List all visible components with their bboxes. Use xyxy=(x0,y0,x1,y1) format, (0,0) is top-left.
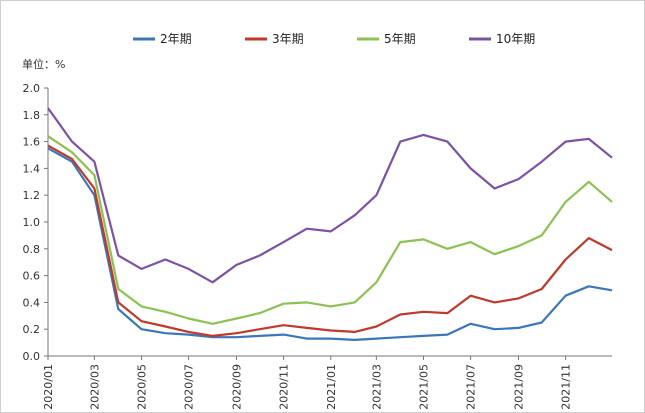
x-tick-label: 2021/11 xyxy=(560,364,573,410)
y-axis: 0.0 0.2 0.4 0.6 0.8 1.0 1.2 1.4 1.6 1.8 2.0 xyxy=(23,82,49,363)
y-tick-label: 0.0 xyxy=(23,350,41,363)
legend-label: 5年期 xyxy=(384,32,416,46)
x-tick-label: 2020/07 xyxy=(183,364,196,410)
x-tick-label: 2020/03 xyxy=(88,364,101,410)
legend-label: 2年期 xyxy=(160,32,192,46)
y-tick-label: 1.6 xyxy=(23,136,41,149)
x-tick-label: 2021/09 xyxy=(513,364,526,410)
x-tick-label: 2021/01 xyxy=(325,364,338,410)
y-tick-label: 1.4 xyxy=(23,162,41,175)
x-tick-label: 2020/01 xyxy=(42,364,55,410)
unit-label: 单位：% xyxy=(22,57,65,71)
y-tick-label: 0.6 xyxy=(23,270,41,283)
y-tick-label: 0.2 xyxy=(23,323,41,336)
legend: 2年期 3年期 5年期 10年期 xyxy=(133,32,535,46)
x-tick-label: 2020/09 xyxy=(231,364,244,410)
series-line-3 xyxy=(47,135,613,325)
x-axis: 2020/01 2020/03 2020/05 2020/07 2020/09 2020/… xyxy=(42,355,612,410)
series-line-2 xyxy=(47,144,613,337)
y-tick-label: 2.0 xyxy=(23,82,41,95)
x-tick-label: 2020/05 xyxy=(135,364,148,410)
series-line-4 xyxy=(47,107,613,284)
series-line-1 xyxy=(47,147,613,341)
x-tick-label: 2020/11 xyxy=(278,364,291,410)
y-tick-label: 0.4 xyxy=(23,296,41,309)
y-tick-label: 1.2 xyxy=(23,189,41,202)
x-tick-label: 2021/07 xyxy=(465,364,478,410)
x-tick-label: 2021/05 xyxy=(417,364,430,410)
y-tick-label: 1.8 xyxy=(23,109,41,122)
y-tick-label: 0.8 xyxy=(23,243,41,256)
legend-label: 3年期 xyxy=(272,32,304,46)
legend-label: 10年期 xyxy=(496,32,535,46)
series-layer xyxy=(47,107,613,341)
x-tick-label: 2021/03 xyxy=(370,364,383,410)
y-tick-label: 1.0 xyxy=(23,216,41,229)
